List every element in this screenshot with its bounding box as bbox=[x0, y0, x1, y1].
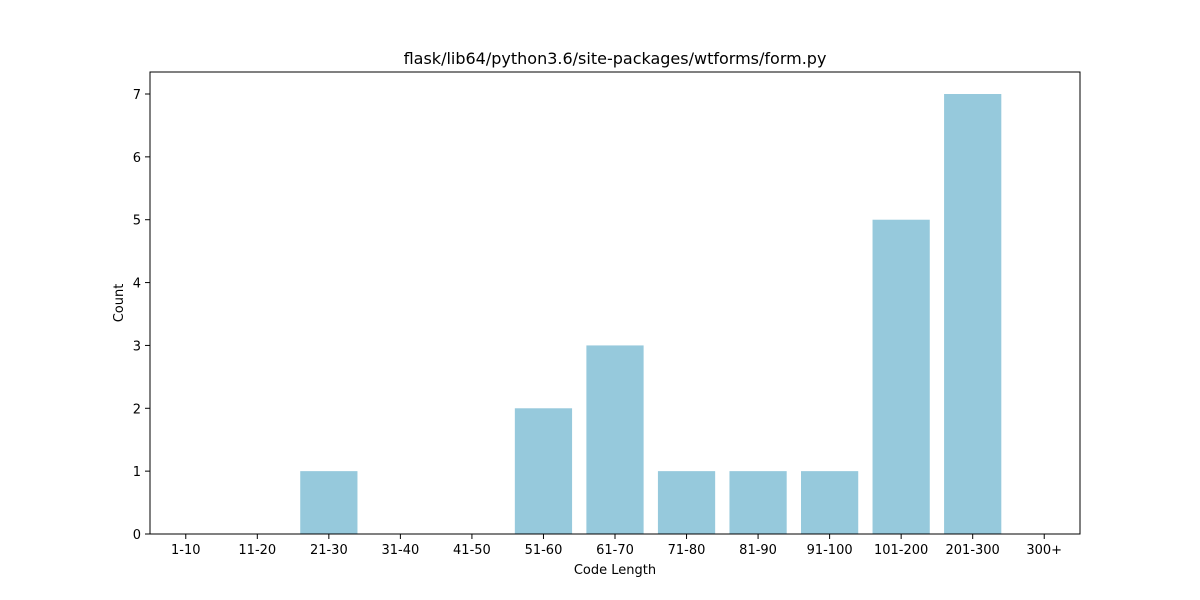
bar-91-100 bbox=[801, 471, 859, 534]
y-axis-ticks: 0 1 2 3 4 5 6 7 bbox=[133, 88, 150, 543]
y-tick-label: 5 bbox=[133, 214, 141, 229]
bar-101-200 bbox=[872, 219, 930, 534]
y-tick-label: 3 bbox=[133, 339, 141, 354]
bar-61-70 bbox=[586, 345, 644, 534]
bars-group bbox=[300, 94, 1002, 534]
bar-71-80 bbox=[657, 471, 716, 534]
x-tick-label: 71-80 bbox=[668, 543, 706, 558]
x-tick-label: 41-50 bbox=[453, 543, 491, 558]
plot-area-frame bbox=[149, 71, 1081, 535]
bar-81-90 bbox=[729, 471, 787, 534]
x-axis-ticks: 1-10 11-20 21-30 31-40 41-50 51-60 61-70 71-80 8… bbox=[171, 534, 1062, 558]
x-tick-label: 91-100 bbox=[807, 543, 853, 558]
x-tick-label: 21-30 bbox=[310, 543, 348, 558]
x-tick-label: 81-90 bbox=[739, 543, 777, 558]
x-tick-label: 300+ bbox=[1026, 543, 1062, 558]
x-tick-label: 201-300 bbox=[946, 543, 1000, 558]
chart-title: flask/lib64/python3.6/site-packages/wtfo… bbox=[404, 49, 827, 68]
bar-51-60 bbox=[514, 408, 573, 534]
y-axis-title: Count bbox=[112, 284, 127, 323]
x-axis-title: Code Length bbox=[574, 563, 656, 578]
x-tick-label: 61-70 bbox=[596, 543, 634, 558]
y-tick-label: 6 bbox=[133, 151, 141, 166]
x-tick-label: 31-40 bbox=[381, 543, 419, 558]
x-tick-label: 101-200 bbox=[874, 543, 928, 558]
bar-21-30 bbox=[300, 471, 358, 534]
bar-201-300 bbox=[944, 94, 1002, 534]
y-tick-label: 0 bbox=[133, 528, 141, 543]
y-tick-label: 7 bbox=[133, 88, 141, 103]
y-tick-label: 1 bbox=[133, 465, 141, 480]
x-tick-label: 1-10 bbox=[171, 543, 201, 558]
y-tick-label: 2 bbox=[133, 402, 141, 417]
y-tick-label: 4 bbox=[133, 277, 141, 292]
x-tick-label: 11-20 bbox=[238, 543, 276, 558]
x-tick-label: 51-60 bbox=[525, 543, 563, 558]
